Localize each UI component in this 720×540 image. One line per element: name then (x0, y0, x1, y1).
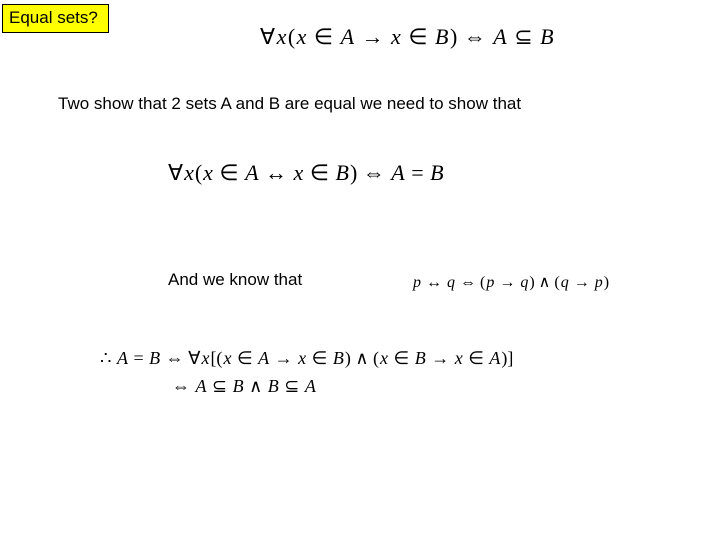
transition-text: And we know that (168, 270, 302, 290)
intro-text: Two show that 2 sets A and B are equal w… (58, 94, 521, 114)
formula-subset-definition: ∀x(x ∈ A → x ∈ B) ⇔ A ⊆ B (260, 24, 555, 50)
formula-set-equality-definition: ∀x(x ∈ A ↔ x ∈ B) ⇔ A = B (168, 160, 445, 186)
formula-conclusion-line-2: ⇔ A ⊆ B ∧ B ⊆ A (172, 376, 317, 397)
slide-title: Equal sets? (2, 4, 109, 33)
formula-biconditional-equivalence: p ↔ q ⇔ (p → q) ∧ (q → p) (412, 272, 609, 292)
formula-conclusion-line-1: ∴ A = B ⇔ ∀x[(x ∈ A → x ∈ B) ∧ (x ∈ B → … (100, 348, 513, 369)
